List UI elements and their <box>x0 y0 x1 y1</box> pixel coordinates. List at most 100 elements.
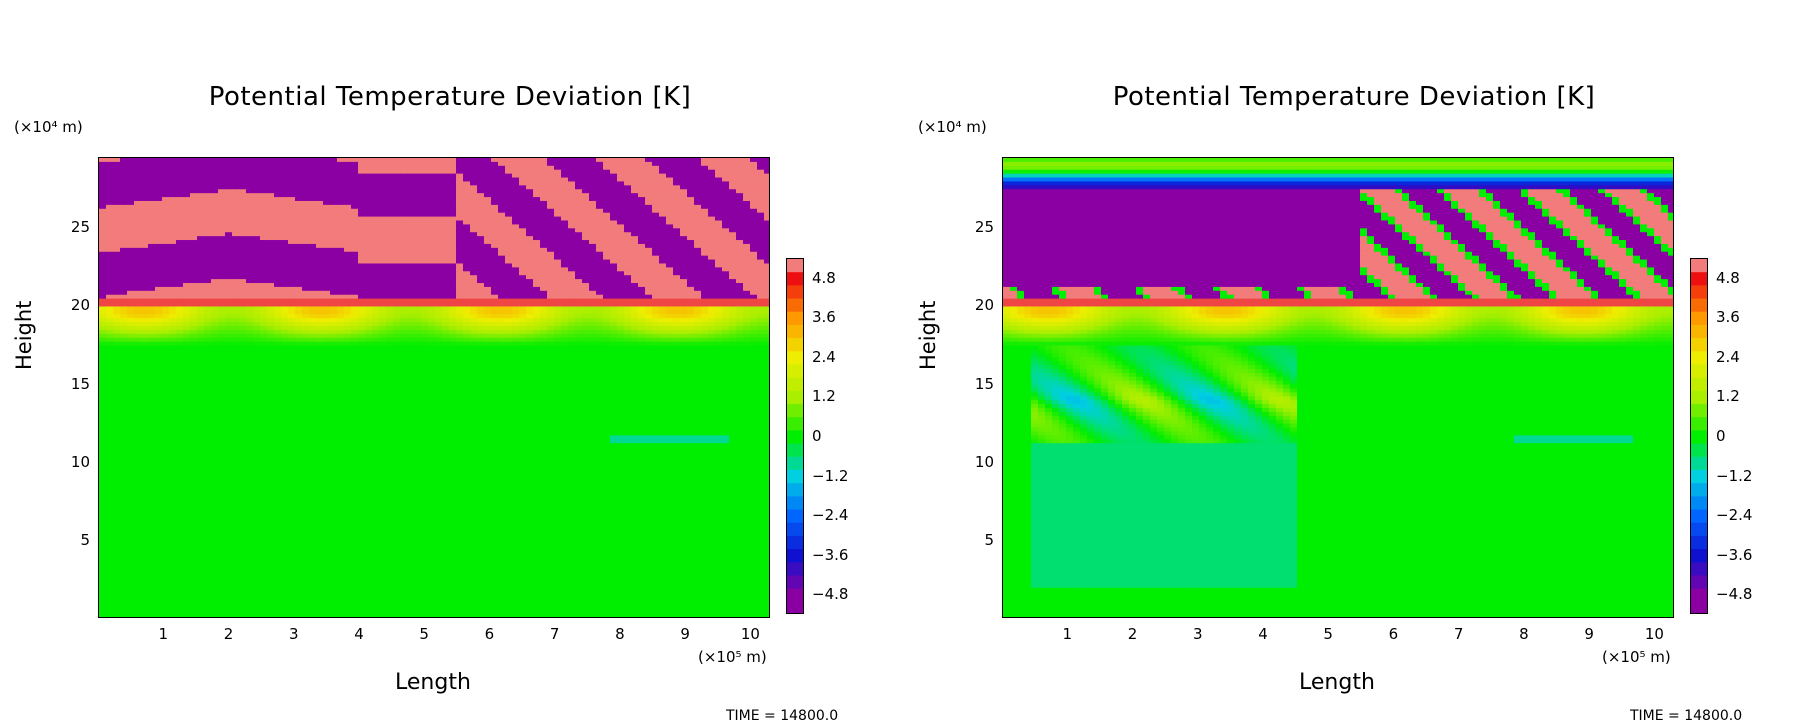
heatmap-cell <box>253 275 261 280</box>
heatmap-cell <box>176 283 184 288</box>
heatmap-cell <box>533 193 541 198</box>
heatmap-cell <box>645 322 653 327</box>
heatmap-cell <box>106 243 114 249</box>
heatmap-cell <box>526 247 534 253</box>
heatmap-cell <box>470 165 478 171</box>
heatmap-cell <box>435 263 443 268</box>
heatmap-cell <box>624 204 632 210</box>
heatmap-cell <box>127 185 135 190</box>
heatmap-cell <box>344 193 352 198</box>
heatmap-cell <box>386 263 394 268</box>
heatmap-cell <box>309 271 317 276</box>
heatmap-cell <box>687 165 695 171</box>
heatmap-cell <box>358 193 366 198</box>
heatmap-cell <box>141 275 149 280</box>
heatmap-cell <box>624 243 632 249</box>
heatmap-cell <box>673 204 681 210</box>
heatmap-cell <box>596 255 604 261</box>
heatmap-cell <box>190 200 198 206</box>
heatmap-cell <box>701 181 709 186</box>
heatmap-cell <box>449 197 457 202</box>
heatmap-cell <box>645 208 653 214</box>
heatmap-cell <box>694 216 702 222</box>
heatmap-cell <box>701 306 709 311</box>
heatmap-cell <box>302 302 310 308</box>
heatmap-cell <box>722 322 730 327</box>
heatmap-cell <box>624 357 632 362</box>
heatmap-cell <box>148 290 156 296</box>
heatmap-cell <box>267 169 275 175</box>
heatmap-cell <box>470 247 478 253</box>
heatmap-cell <box>477 279 485 284</box>
heatmap-cell <box>141 318 149 323</box>
heatmap-cell <box>260 271 268 276</box>
heatmap-cell <box>113 200 121 206</box>
heatmap-cell <box>519 189 527 194</box>
heatmap-cell <box>232 279 240 284</box>
heatmap-cell <box>729 310 737 315</box>
heatmap-cell <box>176 341 184 347</box>
heatmap-cell <box>694 247 702 253</box>
heatmap-cell <box>379 294 387 300</box>
heatmap-cell <box>540 267 548 272</box>
heatmap-cell <box>99 357 107 362</box>
heatmap-cell <box>239 306 247 311</box>
heatmap-cell <box>316 322 324 327</box>
heatmap-cell <box>624 216 632 222</box>
heatmap-cell <box>379 216 387 222</box>
heatmap-cell <box>162 298 170 304</box>
heatmap-cell <box>127 294 135 300</box>
heatmap-cell <box>239 357 247 362</box>
heatmap-cell <box>148 283 156 288</box>
heatmap-cell <box>183 224 191 229</box>
heatmap-cell <box>533 306 541 311</box>
heatmap-cell <box>568 267 576 272</box>
heatmap-cell <box>512 173 520 179</box>
heatmap-cell <box>211 165 219 171</box>
heatmap-cell <box>393 236 401 241</box>
heatmap-cell <box>400 357 408 362</box>
heatmap-cell <box>694 208 702 214</box>
heatmap-cell <box>687 298 695 304</box>
heatmap-cell <box>358 349 366 354</box>
heatmap-cell <box>568 333 576 339</box>
heatmap-cell <box>99 193 107 198</box>
heatmap-cell <box>554 247 562 253</box>
heatmap-cell <box>757 185 765 190</box>
heatmap-cell <box>456 204 464 210</box>
heatmap-cell <box>694 322 702 327</box>
heatmap-cell <box>554 232 562 237</box>
heatmap-cell <box>365 247 373 253</box>
heatmap-cell <box>554 200 562 206</box>
heatmap-cell <box>197 220 205 226</box>
heatmap-cell <box>414 333 422 339</box>
heatmap-cell <box>337 302 345 308</box>
heatmap-cell <box>652 181 660 186</box>
heatmap-cell <box>491 290 499 296</box>
heatmap-cell <box>253 314 261 319</box>
heatmap-cell <box>610 232 618 237</box>
heatmap-cell <box>491 275 499 280</box>
heatmap-cell <box>722 224 730 229</box>
heatmap-cell <box>554 290 562 296</box>
heatmap-cell <box>393 165 401 171</box>
heatmap-cell <box>414 193 422 198</box>
heatmap-cell <box>659 197 667 202</box>
heatmap-cell <box>148 314 156 319</box>
heatmap-cell <box>106 322 114 327</box>
heatmap-cell <box>379 165 387 171</box>
heatmap-cell <box>666 349 674 354</box>
heatmap-cell <box>421 189 429 194</box>
heatmap-cell <box>260 243 268 249</box>
heatmap-cell <box>414 283 422 288</box>
heatmap-cell <box>309 197 317 202</box>
heatmap-cell <box>246 267 254 272</box>
heatmap-cell <box>722 345 730 351</box>
heatmap-cell <box>232 173 240 179</box>
heatmap-cell <box>386 306 394 311</box>
heatmap-cell <box>99 310 107 315</box>
heatmap-cell <box>274 247 282 253</box>
heatmap-cell <box>596 259 604 265</box>
heatmap-cell <box>246 349 254 354</box>
heatmap-cell <box>169 286 177 292</box>
